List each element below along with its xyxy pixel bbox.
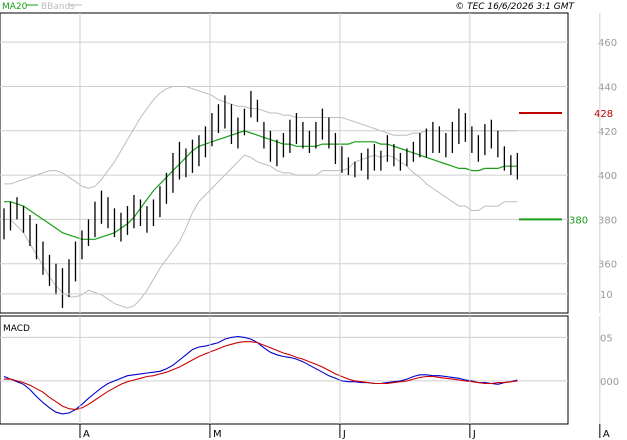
price-y-tick-label: 360	[598, 260, 617, 271]
macd-title: MACD	[3, 324, 30, 334]
price-y-tick-label: 380	[598, 215, 617, 226]
x-tick-label: J	[472, 429, 476, 440]
signal-line	[4, 341, 518, 411]
macd-panel-frame	[0, 315, 569, 425]
bbands-lower-line	[4, 154, 518, 309]
x-tick-label: J	[342, 429, 346, 440]
x-tick-label: A	[83, 429, 90, 440]
ma20-line-group	[4, 130, 518, 240]
copyright-timestamp: © TEC 16/6/2026 3:1 GMT	[455, 2, 575, 12]
price-y-tick-label: 420	[598, 127, 617, 138]
ma20-legend-label: MA20	[2, 2, 28, 12]
price-levels: 428 380	[519, 109, 613, 226]
support-label: 380	[569, 215, 588, 226]
x-tick-label: M	[213, 429, 222, 440]
price-y-tick-label: 440	[598, 82, 617, 93]
macd-y-tick-label: 10	[600, 290, 613, 301]
price-y-tick-label: 400	[598, 171, 617, 182]
ma20-line	[4, 130, 518, 240]
macd-line	[3, 335, 518, 415]
macd-lines	[3, 335, 518, 415]
bbands-legend-label: BBands	[41, 2, 75, 12]
ohlc-bars	[3, 90, 519, 308]
macd-y-tick-label: 05	[600, 333, 613, 344]
bollinger-bands	[4, 86, 518, 309]
price-y-axis: 360 380 400 420 440 460	[598, 38, 617, 271]
macd-y-axis: 000 05 10	[600, 290, 619, 388]
price-panel-frame	[0, 12, 569, 314]
bbands-upper-line	[4, 86, 518, 189]
x-tick-label: A	[603, 429, 610, 440]
price-y-tick-label: 460	[598, 38, 617, 49]
macd-y-tick-label: 000	[600, 377, 619, 388]
resistance-label: 428	[594, 109, 613, 120]
